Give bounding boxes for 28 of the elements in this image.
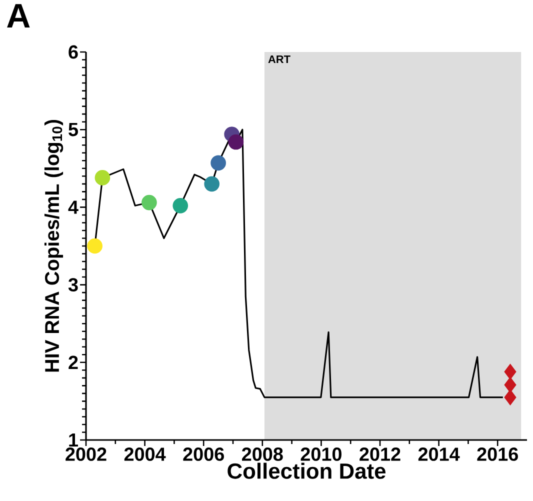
point: [94, 170, 110, 186]
y-tick-label: 5: [68, 123, 78, 136]
x-axis-title: Collection Date: [228, 462, 386, 479]
y-tick-label: 2: [68, 356, 78, 370]
x-tick-label: 2012: [360, 448, 400, 461]
point: [504, 377, 516, 393]
point: [210, 155, 226, 171]
y-tick-label: 6: [68, 45, 78, 59]
x-tick-label: 2006: [183, 448, 224, 461]
point: [172, 198, 188, 214]
y-axis-title: HIV RNA Copies/mL (log$_{10}$): [44, 120, 64, 372]
x-tick-label: 2002: [66, 448, 106, 461]
point: [504, 364, 516, 380]
point: [87, 238, 102, 254]
point: [204, 176, 220, 192]
band-label: ART: [268, 56, 290, 64]
y-tick-label: 3: [68, 278, 78, 292]
y-tick-label: 4: [68, 200, 78, 214]
point: [228, 134, 244, 150]
x-tick-label: 2016: [477, 448, 518, 461]
point: [142, 194, 157, 210]
x-tick-label: 2008: [242, 448, 283, 461]
y-tick-label: 1: [69, 433, 78, 447]
point: [504, 390, 516, 405]
chart-title: A: [7, 4, 30, 28]
x-tick-label: 2010: [300, 448, 342, 461]
x-tick-label: 2004: [124, 448, 166, 461]
x-tick-label: 2014: [418, 448, 460, 461]
